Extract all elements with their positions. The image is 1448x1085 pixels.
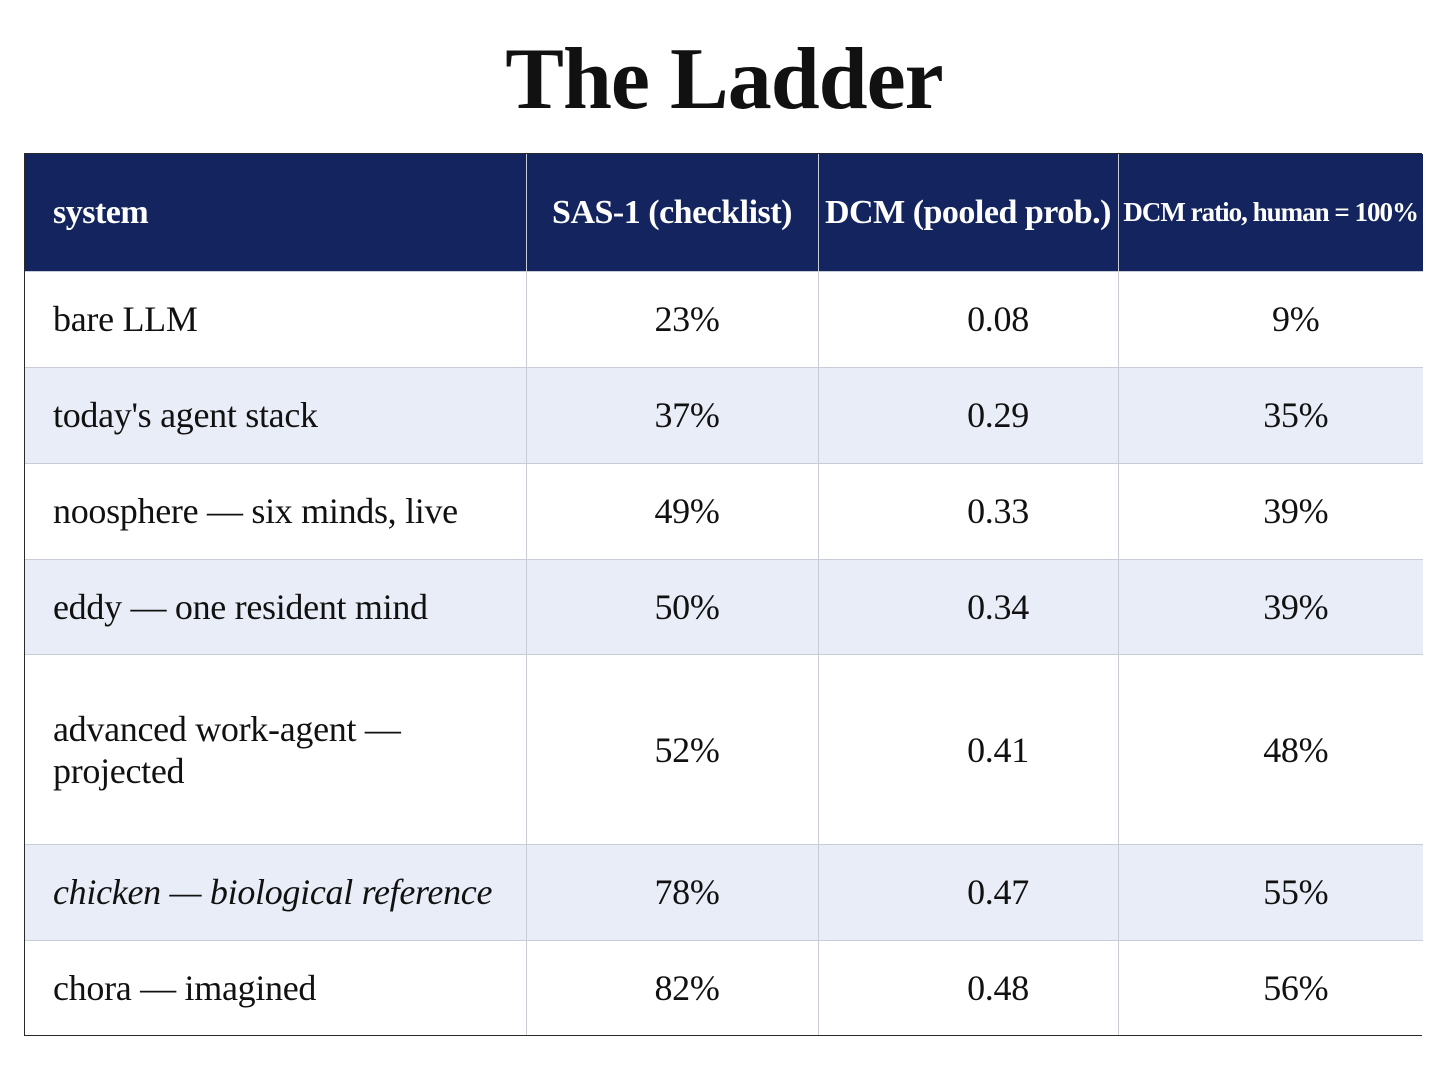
cell-system: today's agent stack [25,366,527,464]
table-row: eddy — one resident mind 50% 0.34 39% [25,558,1423,655]
cell-system: bare LLM [25,271,527,368]
table-row: noosphere — six minds, live 49% 0.33 39% [25,462,1423,560]
cell-dcm-ratio: 56% [1118,939,1423,1035]
cell-system: noosphere — six minds, live [25,462,527,560]
cell-dcm-ratio: 55% [1118,843,1423,941]
cell-dcm-ratio: 48% [1118,654,1423,845]
cell-dcm: 0.48 [818,939,1119,1035]
column-header-system: system [25,154,527,272]
table-row: advanced work-agent — projected 52% 0.41 48… [25,654,1423,845]
cell-dcm: 0.33 [818,462,1119,560]
cell-system: advanced work-agent — projected [25,654,527,845]
cell-dcm-ratio: 39% [1118,462,1423,560]
cell-dcm: 0.41 [818,654,1119,845]
page-title: The Ladder [505,31,943,128]
cell-dcm-ratio: 39% [1118,558,1423,655]
data-table: system SAS-1 (checklist) DCM (pooled pro… [25,154,1423,1035]
cell-sas1: 82% [526,939,819,1035]
cell-sas1: 23% [526,271,819,368]
cell-dcm: 0.34 [818,558,1119,655]
table-row: today's agent stack 37% 0.29 35% [25,366,1423,464]
column-header-dcm: DCM (pooled prob.) [818,154,1119,272]
table-row: chora — imagined 82% 0.48 56% [25,939,1423,1035]
cell-dcm-ratio: 35% [1118,366,1423,464]
column-header-sas1: SAS-1 (checklist) [526,154,819,272]
cell-dcm: 0.47 [818,843,1119,941]
cell-sas1: 49% [526,462,819,560]
cell-dcm-ratio: 9% [1118,271,1423,368]
cell-sas1: 52% [526,654,819,845]
table-body: bare LLM 23% 0.08 9% today's agent stack 37% 0… [25,271,1423,1035]
header-row: system SAS-1 (checklist) DCM (pooled pro… [25,154,1423,272]
cell-sas1: 37% [526,366,819,464]
table-row: bare LLM 23% 0.08 9% [25,271,1423,368]
ladder-table: system SAS-1 (checklist) DCM (pooled pro… [24,153,1423,1036]
cell-sas1: 78% [526,843,819,941]
cell-system: chora — imagined [25,939,527,1035]
cell-dcm: 0.08 [818,271,1119,368]
table-row: chicken — biological reference 78% 0.47 55% [25,843,1423,941]
cell-system: eddy — one resident mind [25,558,527,655]
cell-dcm: 0.29 [818,366,1119,464]
cell-system: chicken — biological reference [25,843,527,941]
cell-sas1: 50% [526,558,819,655]
column-header-dcm-ratio: DCM ratio, human = 100% [1118,154,1423,272]
